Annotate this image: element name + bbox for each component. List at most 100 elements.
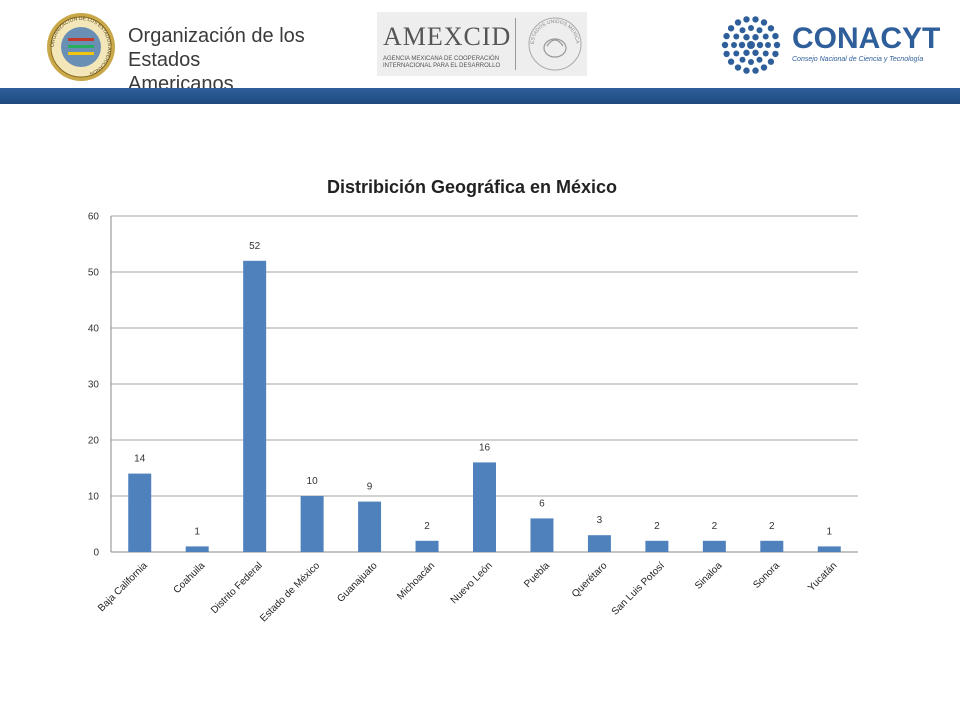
conacyt-logo: CONACYT Consejo Nacional de Ciencia y Te… [718,12,940,78]
x-category-label: Querétaro [570,560,610,600]
bar [702,540,726,552]
y-tick-label: 40 [88,324,100,335]
chart-container: Distribición Geográfica en México 0 10 20 3… [40,160,920,680]
conacyt-dot [743,34,750,41]
conacyt-dot [747,41,755,49]
oas-name-line1: Organización de los [128,25,305,47]
conacyt-dot [727,58,735,65]
x-category-label: Baja California [96,560,150,614]
conacyt-dot [731,42,737,48]
data-label: 2 [424,521,430,532]
conacyt-dot [760,64,768,71]
data-label: 2 [769,521,775,532]
conacyt-subtitle: Consejo Nacional de Ciencia y Tecnología [792,56,924,63]
x-category-label: Sinaloa [693,560,725,592]
data-label: 1 [194,526,200,537]
conacyt-dot [733,33,740,40]
bar [473,462,496,552]
chart-data-labels: 14 1 52 10 9 2 16 6 3 2 2 2 1 [134,241,832,538]
data-label: 10 [307,476,319,487]
oas-seal-icon: ORGANIZACIÓN DE LOS ESTADOS AMERICANOS [47,13,115,81]
amexcid-divider [515,18,516,70]
y-axis-ticks: 0 10 20 30 40 50 60 [88,212,100,559]
conacyt-dot [739,56,746,63]
conacyt-dot [743,67,750,74]
oas-name: Organización de los Estados Americanos [128,24,306,96]
conacyt-dot [723,50,730,58]
x-category-label: Distrito Federal [209,560,265,616]
conacyt-dot [767,25,775,32]
bar [300,496,324,552]
conacyt-dot [739,27,746,34]
conacyt-dot [756,56,763,63]
conacyt-dot [773,41,781,49]
oas-logo: ORGANIZACIÓN DE LOS ESTADOS AMERICANOS O… [46,12,306,95]
conacyt-dot [733,50,740,57]
data-label: 6 [539,498,545,509]
x-category-label: San Luis Potosí [610,560,667,617]
conacyt-dot [734,19,742,26]
y-tick-label: 30 [88,380,100,391]
conacyt-dot [752,34,759,41]
amexcid-subtitle: AGENCIA MEXICANA DE COOPERACIÓN INTERNAC… [383,56,515,70]
bar [587,535,611,552]
data-label: 3 [597,515,603,526]
conacyt-dot [743,49,750,56]
y-tick-label: 10 [88,492,100,503]
x-category-label: Yucatán [806,560,839,593]
data-label: 14 [134,454,146,465]
conacyt-dot [748,25,754,31]
x-category-label: Puebla [522,560,552,590]
data-label: 2 [654,521,660,532]
bar [817,546,841,552]
conacyt-dot [752,49,759,56]
x-category-label: Coahuila [172,560,208,596]
conacyt-dot [752,16,759,23]
x-category-label: Estado de México [258,560,322,624]
y-tick-label: 60 [88,212,100,223]
conacyt-dots-icon [721,16,781,74]
bar [530,518,554,552]
conacyt-dot [738,41,746,49]
conacyt-dot [762,50,769,57]
bar [358,501,382,552]
bar [243,260,267,552]
conacyt-dot [723,32,730,40]
data-label: 1 [826,526,832,537]
conacyt-dot [756,41,764,49]
x-category-label: Nuevo León [449,560,495,606]
bar [415,540,439,552]
conacyt-dot [756,27,763,34]
chart-bars [128,260,841,552]
bar [128,473,152,552]
data-label: 2 [712,521,718,532]
x-axis-labels: Baja California Coahuila Distrito FederalE… [96,560,839,624]
chart-title: Distribición Geográfica en México [327,177,617,197]
data-label: 9 [367,482,373,493]
amexcid-title: AMEXCID [383,22,512,51]
mexico-seal-icon: ESTADOS UNIDOS MEXICANOS [527,16,582,71]
bar-chart: Distribición Geográfica en México 0 10 20 3… [88,177,858,624]
x-category-label: Guanajuato [335,560,380,605]
amexcid-subtitle-line1: AGENCIA MEXICANA DE COOPERACIÓN [383,56,500,62]
data-label: 52 [249,241,261,252]
conacyt-dot [772,50,779,58]
conacyt-dot [727,25,735,32]
conacyt-dot [748,59,754,65]
conacyt-title: CONACYT [792,22,941,55]
x-category-label: Michoacán [395,560,437,602]
bar [185,546,209,552]
amexcid-logo: AMEXCID AGENCIA MEXICANA DE COOPERACIÓN … [377,12,587,76]
bar [645,540,669,552]
conacyt-dot [752,67,759,74]
chart-gridlines [110,215,858,553]
conacyt-dot [721,41,729,49]
conacyt-dot [772,32,779,40]
amexcid-subtitle-line2: INTERNACIONAL PARA EL DESARROLLO [383,63,501,69]
conacyt-dot [743,16,750,23]
y-tick-label: 0 [93,548,99,559]
y-tick-label: 20 [88,436,100,447]
x-category-label: Sonora [751,560,782,591]
data-label: 16 [479,442,491,453]
bar [760,540,784,552]
